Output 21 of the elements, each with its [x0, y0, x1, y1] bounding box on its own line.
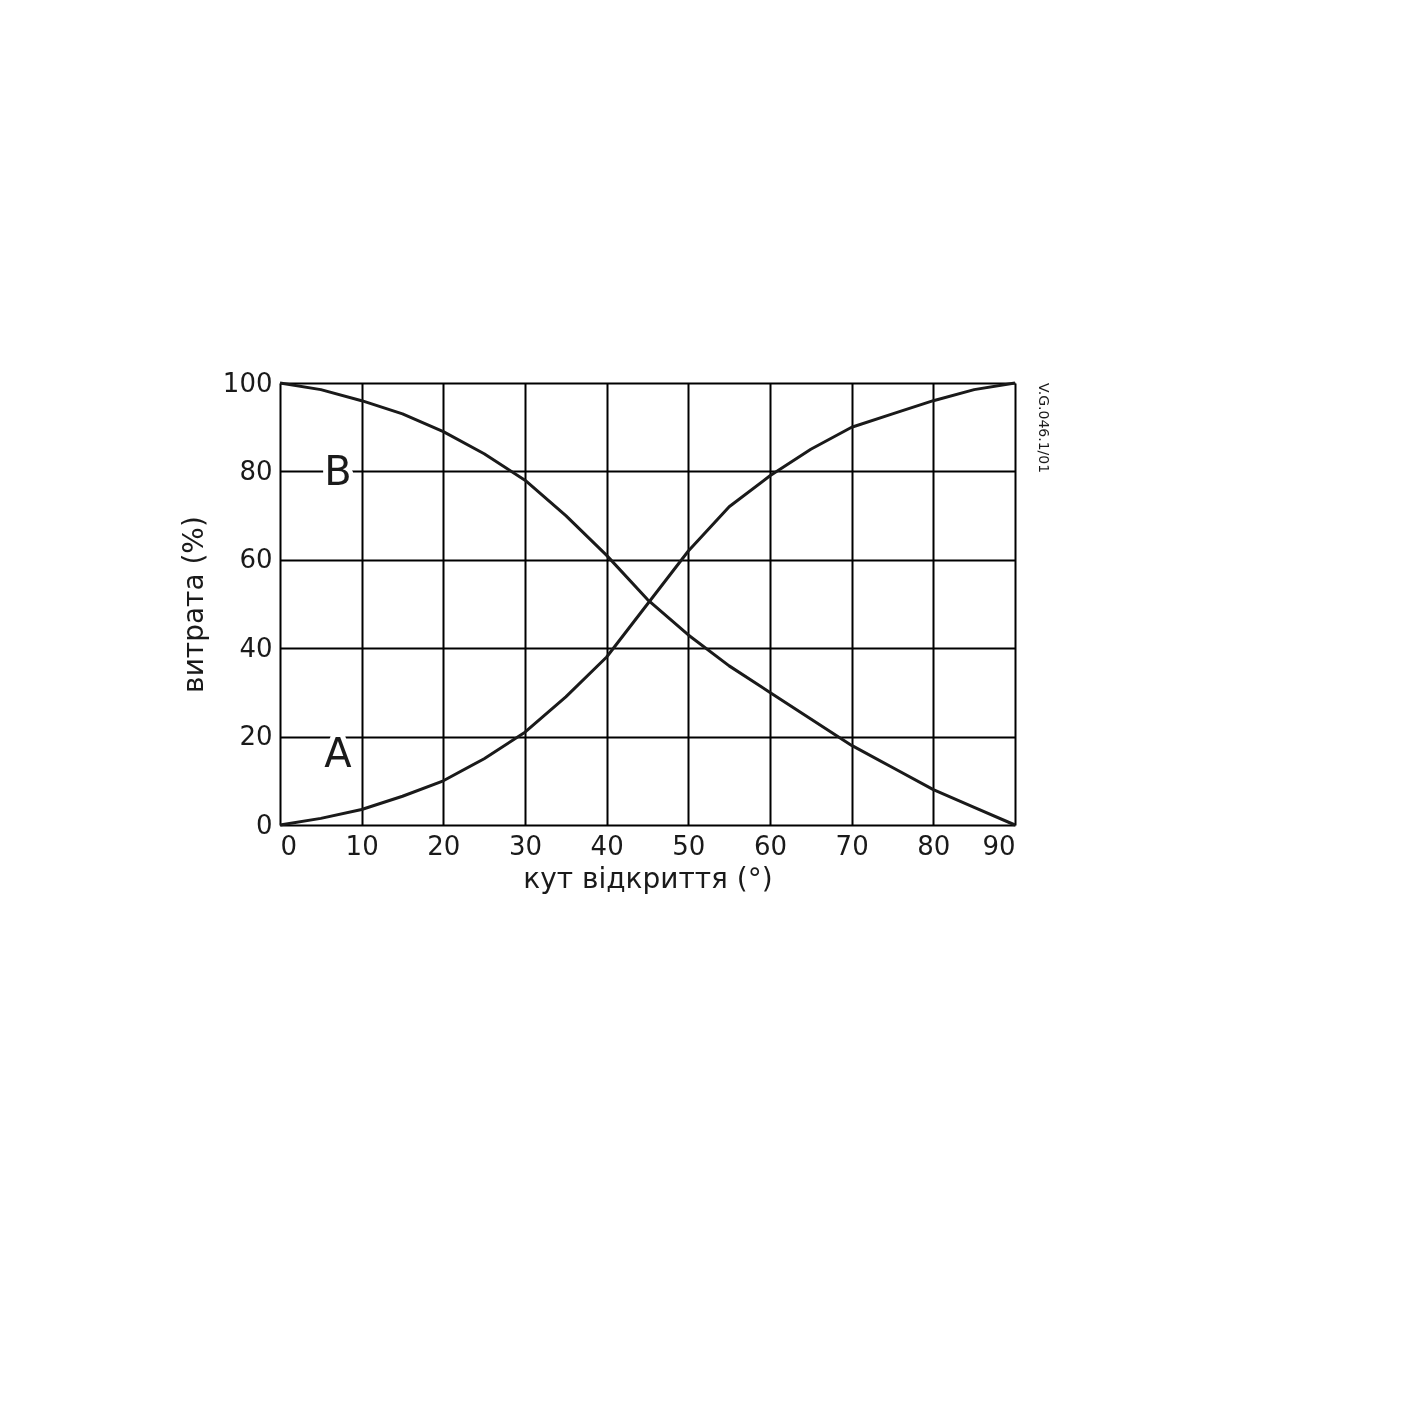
y-tick-label: 100 — [222, 367, 273, 398]
y-tick-label: 60 — [239, 544, 273, 575]
y-tick-label: 0 — [255, 809, 273, 840]
x-tick-label: 20 — [427, 830, 461, 861]
x-tick-label: 70 — [835, 830, 869, 861]
x-tick-label: 10 — [345, 830, 379, 861]
y-axis-title: витрата (%) — [176, 516, 210, 693]
x-tick-label: 90 — [982, 830, 1016, 861]
x-tick-label: 80 — [917, 830, 951, 861]
y-tick-label: 80 — [239, 455, 273, 486]
x-tick-label: 60 — [753, 830, 788, 861]
x-tick-label: 0 — [280, 830, 298, 861]
x-tick-label: 50 — [672, 830, 706, 861]
x-tick-label: 40 — [590, 830, 624, 861]
y-tick-label: 40 — [239, 632, 273, 663]
y-tick-label: 20 — [239, 721, 273, 752]
x-tick-label: 30 — [508, 830, 543, 861]
x-axis-title: кут відкриття (°) — [523, 861, 773, 895]
series-label: A — [324, 730, 353, 776]
line-series — [278, 381, 1017, 827]
text: V.G.046.1/01 — [1036, 383, 1052, 474]
